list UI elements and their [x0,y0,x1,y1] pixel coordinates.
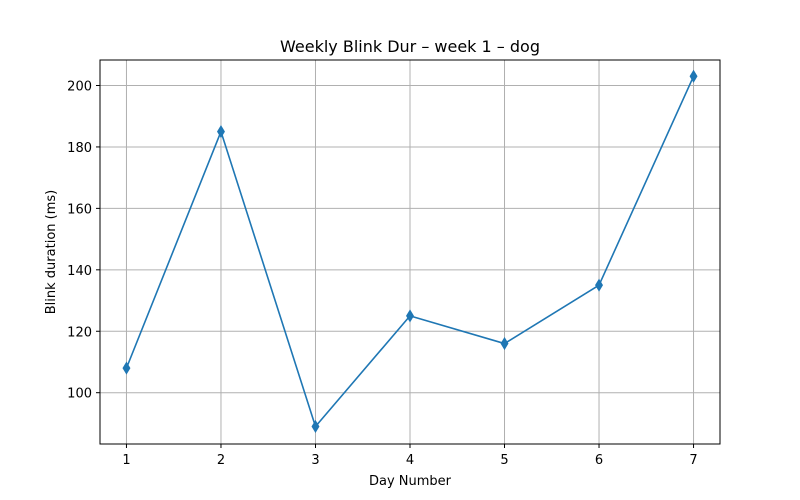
y-tick-label: 100 [67,387,92,402]
x-tick-label: 1 [122,453,130,468]
ticks: 1 2 3 4 5 6 7 100 120 140 160 180 200 [67,79,698,468]
data-point [500,336,509,351]
x-tick-label: 4 [406,453,414,468]
data-point [595,278,604,292]
data-point [311,419,320,434]
x-tick-label: 3 [311,453,319,468]
y-axis-label: Blink duration (ms) [44,190,59,314]
data-point [406,309,414,323]
series-layer [122,69,698,434]
x-tick-label: 2 [217,453,225,468]
x-tick-label: 5 [500,453,508,468]
y-tick-label: 180 [67,141,92,156]
y-tick-label: 160 [67,202,92,217]
x-tick-label: 6 [595,453,603,468]
data-point [689,69,698,83]
y-tick-label: 120 [67,325,92,340]
data-point [122,361,131,375]
y-tick-label: 140 [67,264,92,279]
chart-title: Weekly Blink Dur – week 1 – dog [280,37,540,56]
x-tick-label: 7 [689,453,697,468]
data-point [216,125,225,139]
x-axis-label: Day Number [369,474,452,489]
grid [100,60,720,444]
y-tick-label: 200 [67,79,92,94]
